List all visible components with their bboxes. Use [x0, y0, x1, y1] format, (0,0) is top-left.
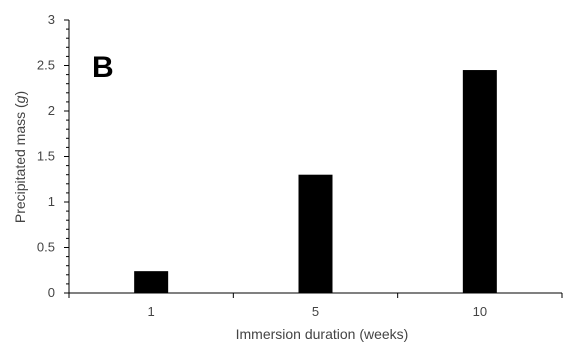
panel-label: B: [92, 51, 114, 84]
y-tick-label: 0.5: [37, 240, 55, 255]
y-axis-ticks: 0 0.5 1 1.5 2 2.5 3: [37, 12, 69, 300]
bar: [462, 70, 497, 293]
y-tick-label: 3: [48, 12, 55, 27]
x-tick-label: 10: [473, 304, 487, 319]
y-axis-title-unit: g: [12, 95, 28, 103]
y-axis-title-suffix: ): [12, 91, 28, 96]
y-axis-title-prefix: Precipitated mass (: [12, 103, 28, 223]
y-axis-title: Precipitated mass (g): [12, 91, 28, 223]
x-axis-ticks: 1 5 10: [68, 293, 563, 319]
bar: [298, 174, 333, 293]
y-tick-label: 2: [48, 103, 55, 118]
x-tick-label: 1: [148, 304, 155, 319]
y-tick-label: 2.5: [37, 58, 55, 73]
x-tick-label: 5: [312, 304, 319, 319]
x-axis-title: Immersion duration (weeks): [236, 326, 409, 342]
y-tick-label: 0: [48, 285, 55, 300]
y-tick-label: 1: [48, 194, 55, 209]
y-tick-label: 1.5: [37, 149, 55, 164]
bar: [134, 271, 169, 293]
bars: [134, 70, 497, 293]
